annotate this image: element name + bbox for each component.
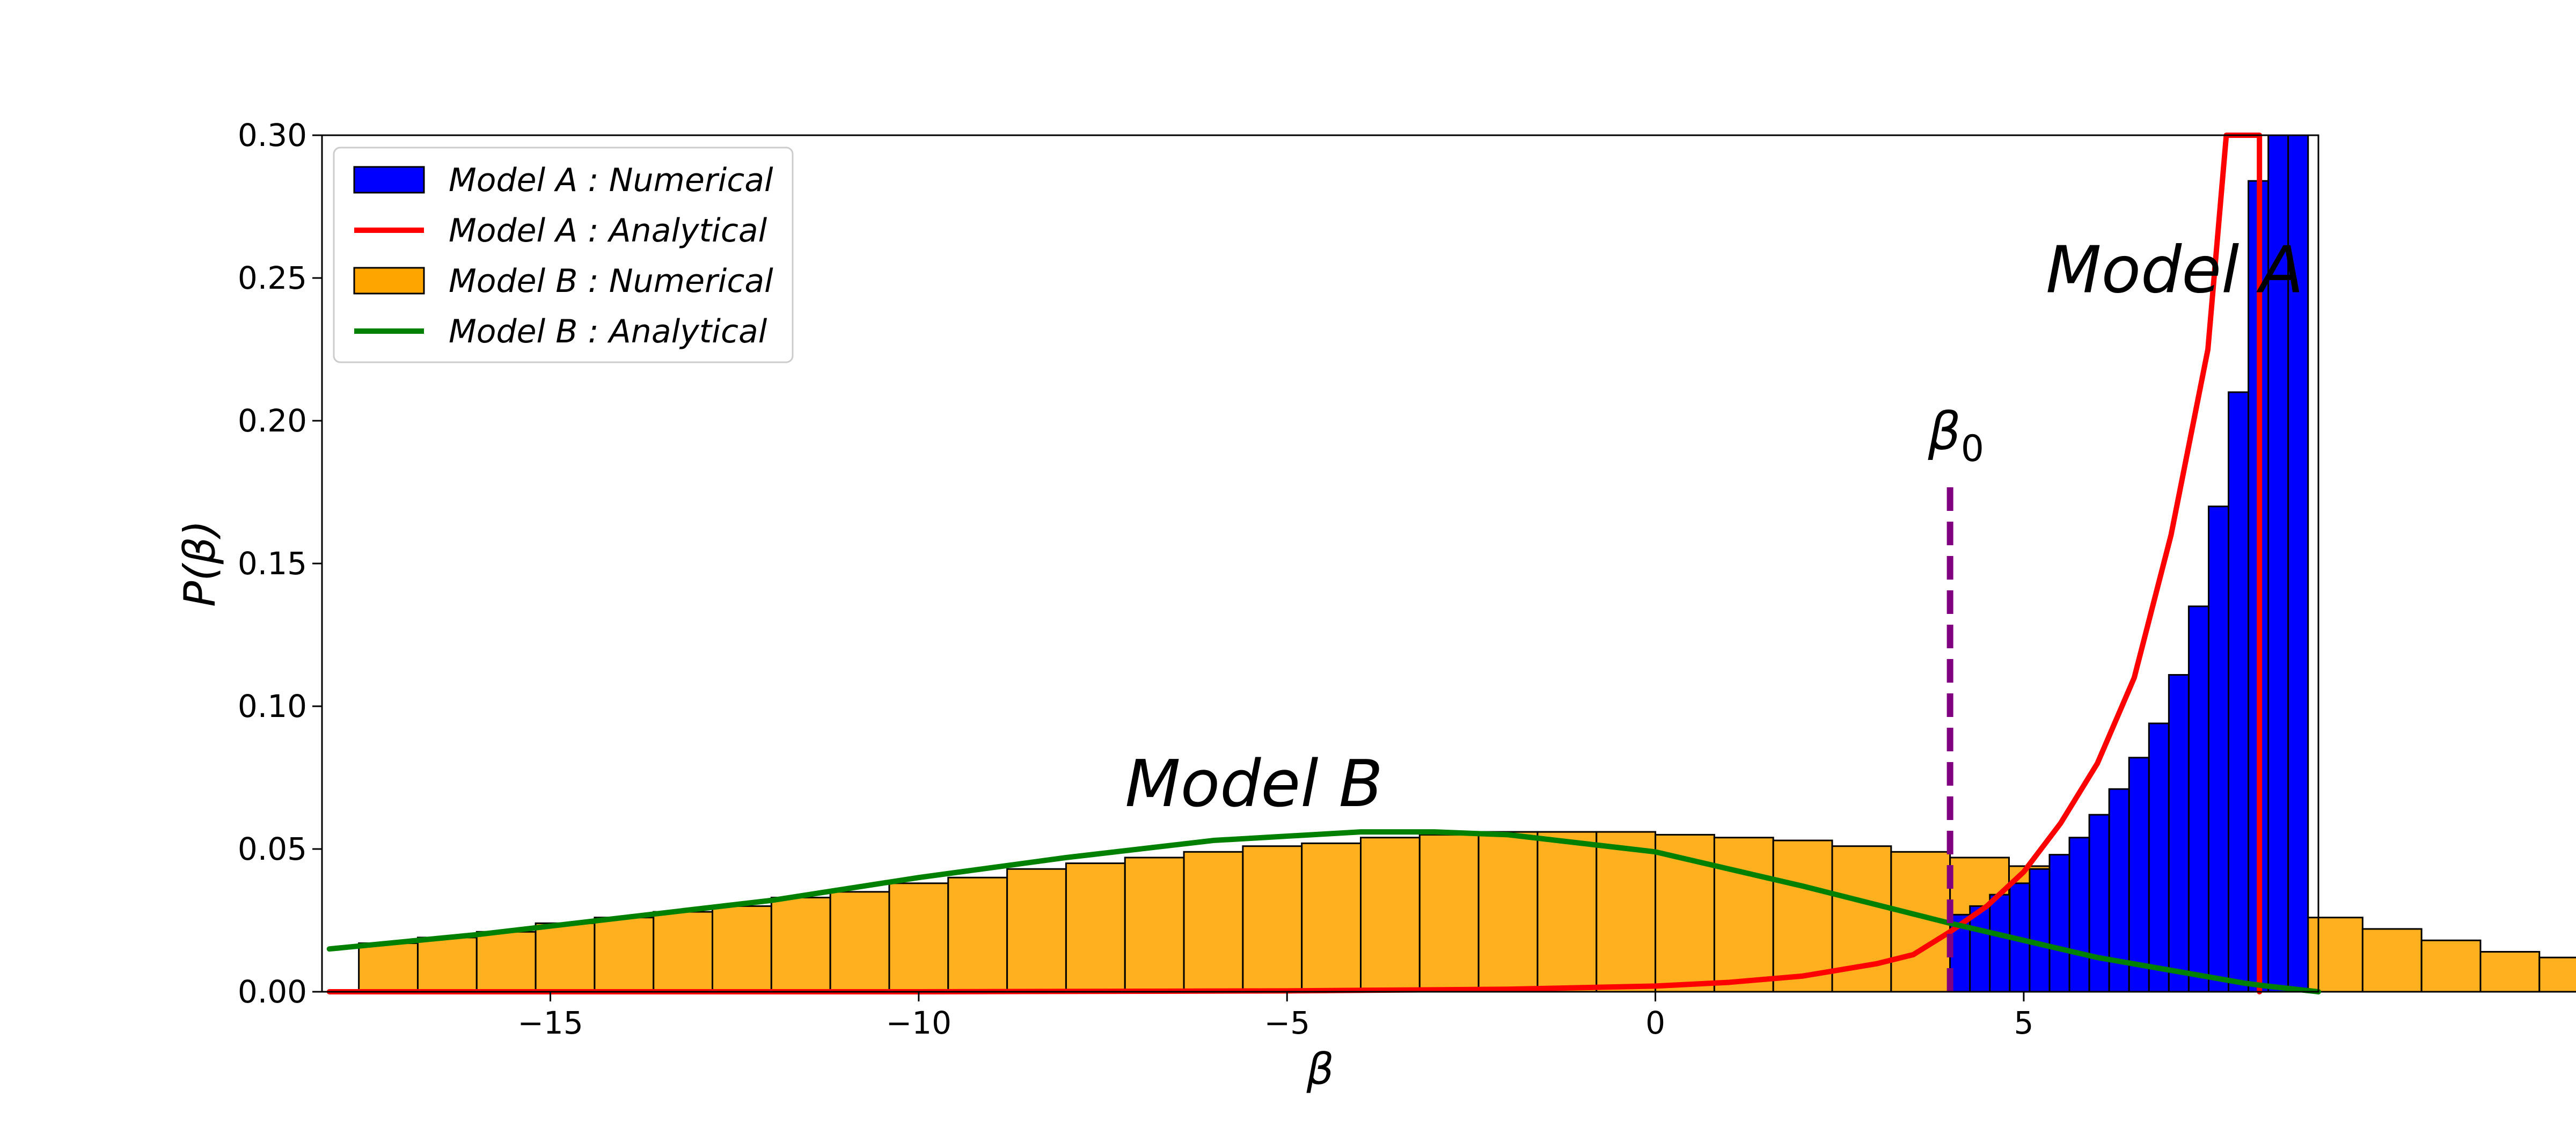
model-a-bar-bar [2128, 757, 2150, 993]
x-tick-label: −15 [517, 1005, 583, 1041]
model-b-bar-bar [1124, 857, 1185, 993]
model-b-bar-bar [535, 922, 596, 993]
model-b-bar-bar [1242, 845, 1303, 993]
legend-swatch [353, 267, 425, 295]
model-b-bar-bar [358, 942, 419, 993]
model-b-analytical-line [326, 829, 2321, 994]
legend-label: Model A : Numerical [449, 162, 773, 199]
y-tick-label: 0.10 [238, 688, 307, 724]
y-tick-label: 0.15 [238, 545, 307, 582]
model-a-bar-bar [2168, 674, 2190, 993]
legend-label: Model B : Analytical [449, 313, 767, 350]
model-b-bar-bar [1301, 842, 1362, 993]
y-tick-label: 0.00 [238, 974, 307, 1010]
model-a-analytical-line [326, 133, 2263, 994]
model-b-bar-bar [1536, 831, 1598, 993]
legend-label: Model A : Analytical [449, 212, 767, 250]
model-b-bar-bar [1418, 833, 1480, 993]
legend: Model A : Numerical Model A : Analytical M… [333, 147, 794, 363]
y-tick-label: 0.30 [238, 117, 307, 153]
x-axis-ticks: −15 −10 −5 0 5 [517, 992, 2033, 1041]
model-b-bar-bar [416, 936, 478, 993]
model-b-bar-bar [829, 891, 890, 993]
model-a-bar-bar [1989, 894, 2011, 993]
model-b-bar-bar [1359, 837, 1421, 993]
model-b-bar-bar [770, 896, 831, 993]
x-tick-label: −10 [886, 1005, 952, 1041]
model-a-bar-bar [2048, 854, 2070, 993]
model-b-bar-bar [2479, 951, 2541, 993]
model-a-bar-bar [2068, 837, 2090, 993]
model-b-bar-bar [475, 931, 537, 993]
model-b-bar-bar [2420, 939, 2482, 993]
model-b-bar-bar [653, 911, 714, 993]
model-b-bar-bar [947, 876, 1008, 993]
model-a-bar-bar [2187, 605, 2209, 993]
x-tick-label: −5 [1264, 1005, 1310, 1041]
model-b-bar-bar [1477, 831, 1539, 993]
model-a-bar-bar [2029, 868, 2051, 993]
model-b-bar-bar [594, 917, 655, 993]
model-b-bar-bar [2303, 917, 2363, 993]
model-a-bar-bar [2228, 391, 2250, 993]
legend-swatch [353, 166, 425, 194]
y-axis-ticks: 0.00 0.05 0.10 0.15 0.20 0.25 0.30 [238, 117, 322, 1010]
model-a-bar-bar [2207, 506, 2230, 993]
legend-label: Model B : Numerical [449, 262, 773, 300]
model-a-annotation: Model A [2046, 233, 2304, 308]
model-b-annotation: Model B [1125, 747, 1383, 822]
y-tick-label: 0.05 [238, 831, 307, 867]
model-a-bar-bar [2148, 722, 2170, 993]
x-tick-label: 0 [1645, 1005, 1665, 1041]
model-b-bar-bar [888, 882, 949, 993]
y-tick-label: 0.25 [238, 260, 307, 296]
model-b-bar-bar [1713, 837, 1774, 993]
model-b-bar-bar [712, 905, 772, 993]
model-b-bar-bar [1772, 839, 1833, 993]
model-b-bar-bar [2538, 956, 2576, 993]
model-b-bar-bar [1006, 868, 1067, 993]
model-b-bar-bar [1183, 851, 1244, 993]
beta0-annotation: β0 [1927, 401, 1984, 470]
model-b-bar-bar [1596, 831, 1657, 993]
model-a-bar-bar [2287, 134, 2309, 993]
model-b-bar-bar [2361, 928, 2423, 993]
legend-box [333, 147, 794, 363]
model-a-bar-bar [2088, 814, 2110, 993]
x-axis-title: β [1306, 1044, 1334, 1094]
model-b-bar-bar [1065, 862, 1126, 993]
analytical-curves [326, 133, 2321, 994]
x-tick-label: 5 [2014, 1005, 2033, 1041]
y-tick-label: 0.20 [238, 402, 307, 439]
model-a-bar-bar [1969, 905, 1991, 993]
annotations: Model A Model B β0 [1125, 233, 2303, 822]
y-axis-title: P(β) [175, 520, 225, 607]
